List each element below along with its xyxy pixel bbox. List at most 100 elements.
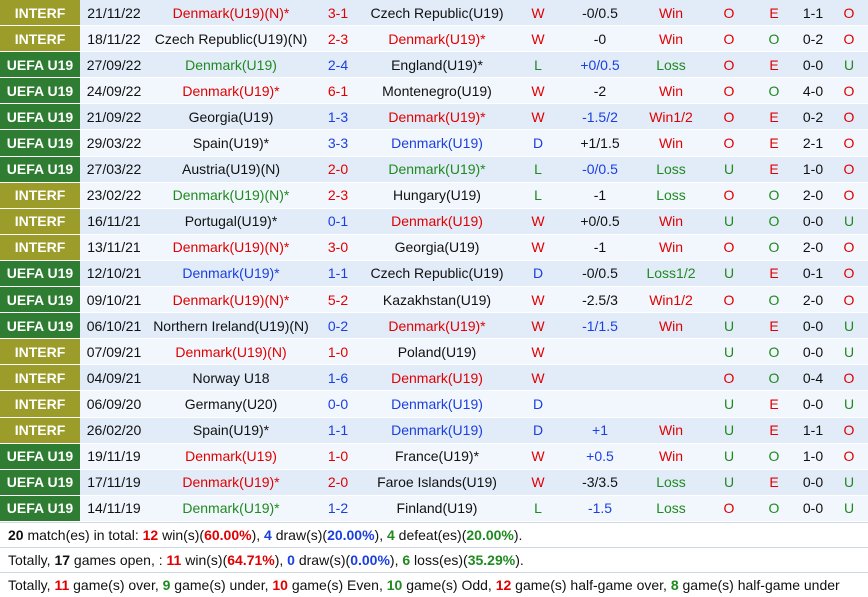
league-cell[interactable]: UEFA U19: [0, 77, 80, 105]
league-cell[interactable]: UEFA U19: [0, 129, 80, 157]
away-team-cell[interactable]: France(U19)*: [362, 443, 512, 470]
away-team-cell[interactable]: England(U19)*: [362, 51, 512, 79]
score-cell[interactable]: 1-6: [314, 364, 362, 392]
score-cell[interactable]: 0-0: [314, 390, 362, 418]
score-cell[interactable]: 1-0: [314, 443, 362, 470]
half-over-under-cell: O: [830, 417, 868, 444]
score-cell[interactable]: 6-1: [314, 77, 362, 105]
home-team-cell[interactable]: Denmark(U19)(N)*: [148, 234, 314, 261]
over-under-cell: U: [706, 208, 752, 235]
league-cell[interactable]: INTERF: [0, 338, 80, 366]
away-team-cell[interactable]: Kazakhstan(U19): [362, 286, 512, 314]
home-team-cell[interactable]: Denmark(U19): [148, 51, 314, 79]
league-cell[interactable]: UEFA U19: [0, 156, 80, 183]
league-cell[interactable]: INTERF: [0, 0, 80, 27]
home-team-cell[interactable]: Northern Ireland(U19)(N): [148, 312, 314, 340]
score-cell[interactable]: 3-1: [314, 0, 362, 27]
home-team-cell[interactable]: Germany(U20): [148, 390, 314, 418]
away-team-cell[interactable]: Czech Republic(U19): [362, 260, 512, 288]
home-team-cell[interactable]: Czech Republic(U19)(N): [148, 25, 314, 53]
score-cell[interactable]: 2-4: [314, 51, 362, 79]
league-cell[interactable]: UEFA U19: [0, 260, 80, 288]
score-cell[interactable]: 0-2: [314, 312, 362, 340]
away-team-cell[interactable]: Denmark(U19)*: [362, 25, 512, 53]
score-cell[interactable]: 0-1: [314, 208, 362, 235]
home-team-cell[interactable]: Denmark(U19)*: [148, 77, 314, 105]
half-time-score-cell: 0-0: [796, 390, 830, 418]
league-cell[interactable]: UEFA U19: [0, 51, 80, 79]
home-team-cell[interactable]: Denmark(U19)(N)*: [148, 0, 314, 27]
summary-segment: 20.00%: [327, 526, 375, 543]
league-cell[interactable]: INTERF: [0, 182, 80, 209]
score-cell[interactable]: 3-0: [314, 234, 362, 261]
away-team-cell[interactable]: Denmark(U19): [362, 417, 512, 444]
league-cell[interactable]: INTERF: [0, 364, 80, 392]
handicap-result-cell: Loss: [636, 156, 706, 183]
handicap-cell: [564, 390, 636, 418]
away-team-cell[interactable]: Denmark(U19)*: [362, 103, 512, 131]
away-team-cell[interactable]: Czech Republic(U19): [362, 0, 512, 27]
away-team-cell[interactable]: Denmark(U19): [362, 364, 512, 392]
away-team-cell[interactable]: Montenegro(U19): [362, 77, 512, 105]
score-cell[interactable]: 1-0: [314, 338, 362, 366]
league-cell[interactable]: INTERF: [0, 390, 80, 418]
home-team-cell[interactable]: Spain(U19)*: [148, 129, 314, 157]
league-cell[interactable]: UEFA U19: [0, 286, 80, 314]
score-cell[interactable]: 2-0: [314, 156, 362, 183]
away-team-cell[interactable]: Denmark(U19): [362, 129, 512, 157]
score-cell[interactable]: 1-2: [314, 495, 362, 522]
score-cell[interactable]: 1-1: [314, 417, 362, 444]
result-cell: W: [512, 286, 564, 314]
league-cell[interactable]: INTERF: [0, 234, 80, 261]
over-under-cell: O: [706, 51, 752, 79]
away-team-cell[interactable]: Poland(U19): [362, 338, 512, 366]
score-cell[interactable]: 5-2: [314, 286, 362, 314]
summary-segment: game(s) Odd,: [402, 576, 496, 593]
home-team-cell[interactable]: Denmark(U19)(N)*: [148, 182, 314, 209]
league-cell[interactable]: INTERF: [0, 25, 80, 53]
date-cell: 06/09/20: [80, 390, 148, 418]
home-team-cell[interactable]: Spain(U19)*: [148, 417, 314, 444]
summary-segment: 10: [386, 576, 403, 593]
home-team-cell[interactable]: Denmark(U19)*: [148, 260, 314, 288]
away-team-cell[interactable]: Denmark(U19): [362, 208, 512, 235]
score-cell[interactable]: 1-3: [314, 103, 362, 131]
away-team-cell[interactable]: Hungary(U19): [362, 182, 512, 209]
league-cell[interactable]: UEFA U19: [0, 443, 80, 470]
score-cell[interactable]: 2-3: [314, 182, 362, 209]
league-cell[interactable]: INTERF: [0, 417, 80, 444]
away-team-cell[interactable]: Denmark(U19)*: [362, 156, 512, 183]
score-cell[interactable]: 2-3: [314, 25, 362, 53]
result-cell: W: [512, 103, 564, 131]
away-team-cell[interactable]: Finland(U19): [362, 495, 512, 522]
home-team-cell[interactable]: Denmark(U19)(N): [148, 338, 314, 366]
home-team-cell[interactable]: Portugal(U19)*: [148, 208, 314, 235]
table-row: UEFA U19 29/03/22 Spain(U19)* 3-3 Denmark(U1…: [0, 129, 868, 157]
away-team-cell[interactable]: Faroe Islands(U19): [362, 469, 512, 496]
league-cell[interactable]: UEFA U19: [0, 312, 80, 340]
table-row: INTERF 26/02/20 Spain(U19)* 1-1 Denmark(U19)…: [0, 417, 868, 444]
odd-even-cell: O: [752, 25, 796, 53]
home-team-cell[interactable]: Denmark(U19)(N)*: [148, 286, 314, 314]
score-cell[interactable]: 1-1: [314, 260, 362, 288]
over-under-cell: U: [706, 417, 752, 444]
away-team-cell[interactable]: Georgia(U19): [362, 234, 512, 261]
home-team-cell[interactable]: Georgia(U19): [148, 103, 314, 131]
summary-segment: Totally,: [8, 576, 55, 593]
table-row: UEFA U19 09/10/21 Denmark(U19)(N)* 5-2 Kazak…: [0, 286, 868, 314]
league-cell[interactable]: UEFA U19: [0, 103, 80, 131]
score-cell[interactable]: 2-0: [314, 469, 362, 496]
over-under-cell: O: [706, 364, 752, 392]
away-team-cell[interactable]: Denmark(U19)*: [362, 312, 512, 340]
league-cell[interactable]: INTERF: [0, 208, 80, 235]
half-over-under-cell: O: [830, 234, 868, 261]
league-cell[interactable]: UEFA U19: [0, 495, 80, 522]
home-team-cell[interactable]: Denmark(U19)*: [148, 495, 314, 522]
away-team-cell[interactable]: Denmark(U19): [362, 390, 512, 418]
league-cell[interactable]: UEFA U19: [0, 469, 80, 496]
home-team-cell[interactable]: Norway U18: [148, 364, 314, 392]
home-team-cell[interactable]: Denmark(U19)*: [148, 469, 314, 496]
home-team-cell[interactable]: Austria(U19)(N): [148, 156, 314, 183]
home-team-cell[interactable]: Denmark(U19): [148, 443, 314, 470]
score-cell[interactable]: 3-3: [314, 129, 362, 157]
